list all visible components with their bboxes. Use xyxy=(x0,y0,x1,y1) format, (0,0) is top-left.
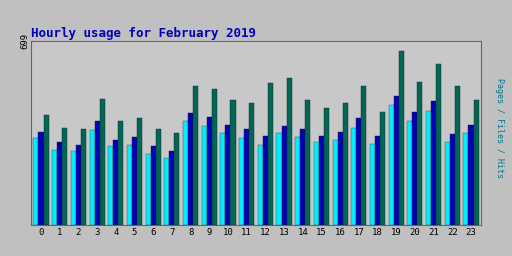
Bar xyxy=(300,129,305,225)
Bar xyxy=(118,121,123,225)
Bar xyxy=(319,136,324,225)
Bar xyxy=(33,138,38,225)
Bar xyxy=(244,129,249,225)
Bar xyxy=(239,138,244,225)
Bar xyxy=(81,129,86,225)
Bar xyxy=(151,146,156,225)
Bar xyxy=(225,125,230,225)
Bar xyxy=(417,82,422,225)
Bar xyxy=(450,134,455,225)
Bar xyxy=(113,140,118,225)
Bar xyxy=(258,145,263,225)
Bar xyxy=(380,112,385,225)
Bar xyxy=(100,99,104,225)
Bar xyxy=(268,83,273,225)
Bar xyxy=(431,101,436,225)
Bar xyxy=(220,133,225,225)
Bar xyxy=(295,137,300,225)
Bar xyxy=(463,133,468,225)
Bar xyxy=(343,103,348,225)
Bar xyxy=(249,103,254,225)
Bar xyxy=(263,136,268,225)
Bar xyxy=(436,65,441,225)
Bar xyxy=(375,136,380,225)
Bar xyxy=(188,113,193,225)
Bar xyxy=(127,145,132,225)
Bar xyxy=(38,132,44,225)
Bar xyxy=(76,145,81,225)
Bar xyxy=(333,140,337,225)
Bar xyxy=(90,130,95,225)
Bar xyxy=(57,142,62,225)
Bar xyxy=(164,158,169,225)
Bar xyxy=(193,86,198,225)
Bar xyxy=(356,119,361,225)
Bar xyxy=(202,126,207,225)
Bar xyxy=(426,111,431,225)
Bar xyxy=(408,121,412,225)
Text: Hourly usage for February 2019: Hourly usage for February 2019 xyxy=(31,27,255,40)
Bar xyxy=(287,78,292,225)
Text: Pages / Files / Hits: Pages / Files / Hits xyxy=(495,78,504,178)
Bar xyxy=(399,51,404,225)
Bar xyxy=(156,129,161,225)
Bar xyxy=(169,152,175,225)
Bar xyxy=(145,154,151,225)
Bar xyxy=(62,128,67,225)
Bar xyxy=(455,86,460,225)
Bar xyxy=(474,100,479,225)
Bar xyxy=(52,150,57,225)
Bar xyxy=(394,96,399,225)
Bar xyxy=(445,142,450,225)
Bar xyxy=(108,146,113,225)
Bar xyxy=(175,133,179,225)
Bar xyxy=(276,133,282,225)
Bar xyxy=(468,125,474,225)
Bar xyxy=(370,144,375,225)
Bar xyxy=(207,117,212,225)
Bar xyxy=(412,112,417,225)
Bar xyxy=(324,108,329,225)
Bar xyxy=(95,121,100,225)
Bar xyxy=(337,132,343,225)
Bar xyxy=(389,105,394,225)
Bar xyxy=(314,142,319,225)
Bar xyxy=(282,126,287,225)
Bar xyxy=(183,121,188,225)
Bar xyxy=(71,152,76,225)
Bar xyxy=(132,137,137,225)
Bar xyxy=(44,114,49,225)
Bar xyxy=(361,86,367,225)
Bar xyxy=(305,100,310,225)
Bar xyxy=(230,100,236,225)
Bar xyxy=(137,119,142,225)
Bar xyxy=(212,90,217,225)
Bar xyxy=(351,128,356,225)
